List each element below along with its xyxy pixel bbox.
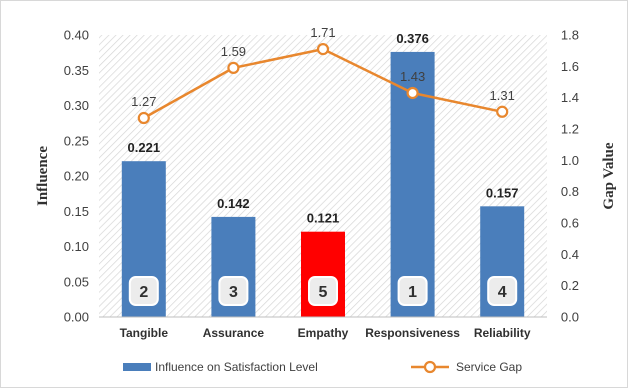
category-label: Tangible bbox=[120, 326, 169, 340]
rank-label: 4 bbox=[498, 284, 507, 301]
bar-value-label: 0.221 bbox=[128, 140, 161, 155]
rank-label: 2 bbox=[139, 284, 148, 301]
y2-tick-label: 1.8 bbox=[561, 28, 579, 43]
category-label: Empathy bbox=[298, 326, 349, 340]
rank-badge bbox=[128, 276, 159, 306]
bar-value-label: 0.142 bbox=[217, 196, 250, 211]
rank-badge bbox=[218, 276, 249, 306]
service-gap-point bbox=[316, 42, 330, 56]
service-gap-value-label: 1.59 bbox=[221, 44, 246, 59]
y2-tick-label: 0.0 bbox=[561, 310, 579, 325]
category-label: Assurance bbox=[203, 326, 265, 340]
service-gap-value-label: 1.31 bbox=[490, 88, 515, 103]
right-axis-title: Gap Value bbox=[601, 142, 617, 209]
right-axis-ticks: 0.0 0.2 0.4 0.6 0.8 1.0 1.2 1.4 1.6 1.8 bbox=[561, 28, 579, 325]
legend-line-marker bbox=[423, 360, 437, 374]
legend-bar-label: Influence on Satisfaction Level bbox=[155, 360, 318, 374]
y-tick-label: 0.00 bbox=[64, 310, 89, 325]
bar-value-label: 0.157 bbox=[486, 185, 519, 200]
y-tick-label: 0.30 bbox=[64, 98, 89, 113]
service-gap-value-label: 1.27 bbox=[131, 94, 156, 109]
y2-tick-label: 1.4 bbox=[561, 90, 579, 105]
rank-badge bbox=[308, 276, 338, 306]
category-label: Responsiveness bbox=[365, 326, 460, 340]
y-tick-label: 0.15 bbox=[64, 204, 89, 219]
y-tick-label: 0.25 bbox=[64, 133, 89, 148]
y2-tick-label: 1.2 bbox=[561, 122, 579, 137]
y2-tick-label: 0.8 bbox=[561, 184, 579, 199]
y2-tick-label: 0.4 bbox=[561, 247, 579, 262]
y2-tick-label: 1.0 bbox=[561, 153, 579, 168]
rank-label: 3 bbox=[229, 284, 238, 301]
service-gap-point bbox=[137, 111, 150, 125]
y-tick-label: 0.20 bbox=[64, 169, 89, 184]
service-gap-point bbox=[496, 105, 509, 118]
bars-layer: 0.221 2 0.142 3 0.121 5 0.376 1 0.157 4 bbox=[121, 31, 525, 318]
rank-badge bbox=[487, 276, 518, 306]
category-label: Reliability bbox=[474, 326, 531, 340]
service-gap-value-label: 1.71 bbox=[310, 25, 335, 40]
rank-label: 1 bbox=[408, 284, 417, 301]
legend-bar-swatch bbox=[123, 363, 151, 371]
service-gap-layer: 1.27 1.59 1.71 1.43 1.31 bbox=[131, 25, 515, 125]
legend: Influence on Satisfaction Level Service … bbox=[123, 360, 522, 374]
left-axis-ticks: 0.00 0.05 0.10 0.15 0.20 0.25 0.30 0.35 0.40 bbox=[64, 28, 89, 325]
y-tick-label: 0.35 bbox=[64, 63, 89, 78]
service-gap-point bbox=[227, 61, 240, 75]
rank-badge bbox=[397, 276, 428, 306]
y2-tick-label: 0.2 bbox=[561, 278, 579, 293]
category-labels: Tangible Assurance Empathy Responsiveness Re… bbox=[120, 326, 531, 340]
y-tick-label: 0.40 bbox=[64, 28, 89, 43]
bar-value-label: 0.376 bbox=[396, 31, 429, 46]
rank-label: 5 bbox=[319, 284, 328, 301]
y2-tick-label: 0.6 bbox=[561, 216, 579, 231]
y-tick-label: 0.05 bbox=[64, 274, 89, 289]
service-gap-value-label: 1.43 bbox=[400, 69, 425, 84]
y-tick-label: 0.10 bbox=[64, 239, 89, 254]
y2-tick-label: 1.6 bbox=[561, 59, 579, 74]
bar-value-label: 0.121 bbox=[307, 211, 340, 226]
service-gap-point bbox=[406, 86, 419, 100]
left-axis-title: Influence bbox=[35, 146, 51, 206]
legend-line-label: Service Gap bbox=[456, 360, 522, 374]
